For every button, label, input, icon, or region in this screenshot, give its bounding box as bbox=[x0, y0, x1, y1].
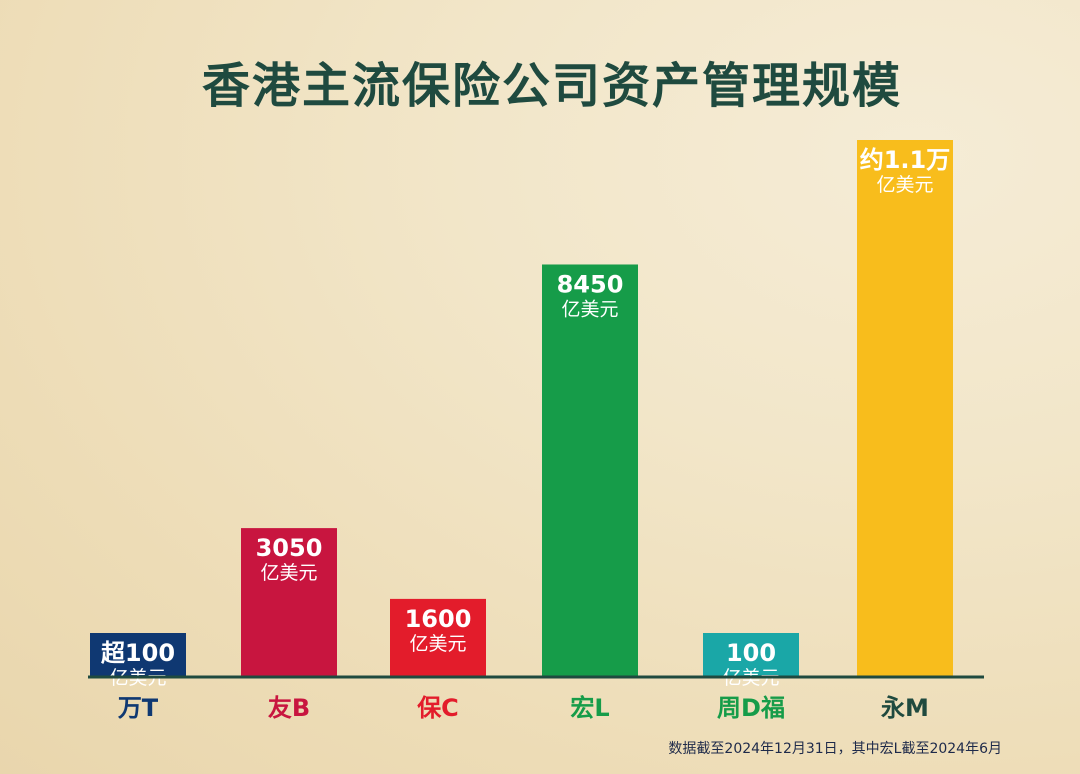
bar-value-label: 3050 bbox=[256, 534, 323, 562]
bar-0 bbox=[90, 633, 186, 677]
bar-value-label: 1600 bbox=[405, 605, 472, 633]
bar-5 bbox=[857, 140, 953, 677]
bar-1 bbox=[241, 528, 337, 677]
chart-title: 香港主流保险公司资产管理规模 bbox=[202, 58, 902, 114]
category-label: 保C bbox=[416, 694, 459, 722]
footnote: 数据截至2024年12月31日，其中宏L截至2024年6月 bbox=[668, 741, 1002, 757]
bar-value-label: 约1.1万 bbox=[860, 146, 951, 174]
bar-value-label: 8450 bbox=[557, 270, 624, 298]
bar-3 bbox=[542, 264, 638, 677]
bar-4 bbox=[703, 633, 799, 677]
bar-value-label: 超100 bbox=[101, 639, 175, 667]
bar-unit-label: 亿美元 bbox=[409, 633, 466, 655]
bar-value-label: 100 bbox=[726, 639, 776, 667]
category-label: 周D福 bbox=[717, 694, 785, 722]
category-label: 万T bbox=[118, 694, 159, 722]
category-label: 宏L bbox=[570, 694, 609, 722]
bars-group: 超100亿美元3050亿美元1600亿美元8450亿美元100亿美元约1.1万亿… bbox=[90, 140, 953, 689]
category-labels: 万T 友B 保C 宏L 周D福 永M bbox=[118, 694, 929, 722]
bar-unit-label: 亿美元 bbox=[260, 562, 317, 584]
category-label: 永M bbox=[881, 694, 929, 722]
category-label: 友B bbox=[268, 694, 310, 722]
bar-unit-label: 亿美元 bbox=[876, 174, 933, 196]
bar-2 bbox=[390, 598, 486, 677]
bar-unit-label: 亿美元 bbox=[561, 298, 618, 320]
